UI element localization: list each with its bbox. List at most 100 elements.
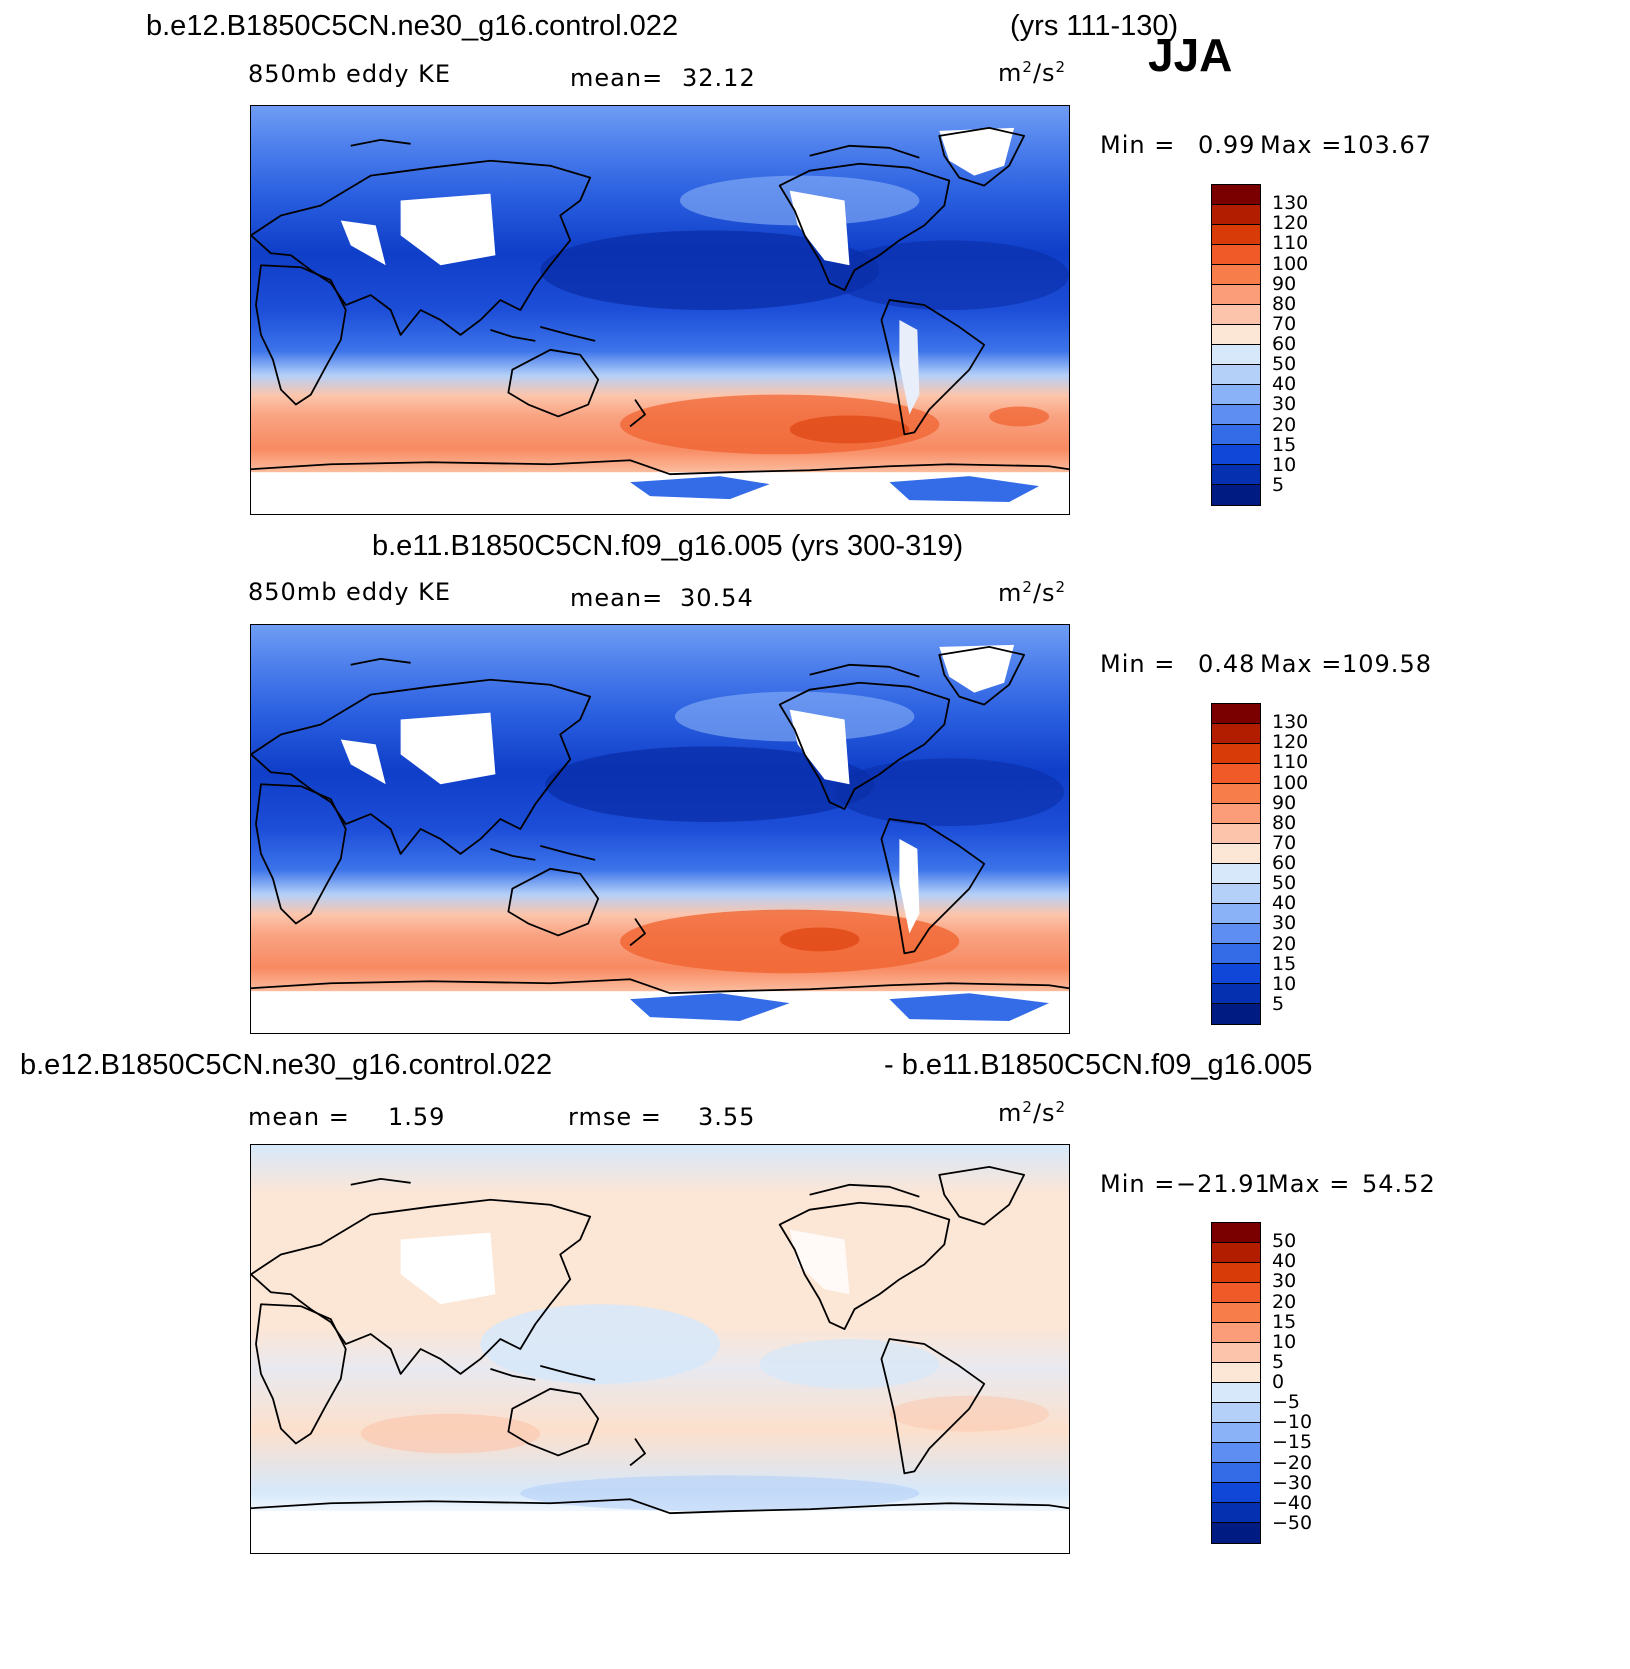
colorbar-tick-label: 80 xyxy=(1272,292,1297,315)
colorbar-tick-label: 70 xyxy=(1272,312,1297,335)
colorbar-tick-label: 5 xyxy=(1272,473,1285,496)
panel1-unit: m2/s2 xyxy=(998,58,1067,87)
colorbar-swatch xyxy=(1212,385,1260,405)
colorbar-tick-label: 120 xyxy=(1272,731,1309,754)
colorbar-tick-label: 30 xyxy=(1272,912,1297,935)
colorbar-tick-label: 110 xyxy=(1272,232,1309,255)
colorbar-tick-label: 0 xyxy=(1272,1371,1285,1393)
panel2-field-name: 850mb eddy KE xyxy=(248,578,452,606)
colorbar-tick-label: 20 xyxy=(1272,413,1297,436)
colorbar-swatch xyxy=(1212,964,1260,984)
colorbar-swatch xyxy=(1212,1463,1260,1483)
panel1-field-name: 850mb eddy KE xyxy=(248,60,452,88)
panel1-colorbar xyxy=(1211,184,1261,506)
colorbar-swatch xyxy=(1212,1383,1260,1403)
colorbar-tick-label: 40 xyxy=(1272,373,1297,396)
colorbar-tick-label: −20 xyxy=(1272,1451,1313,1474)
colorbar-tick-label: 10 xyxy=(1272,972,1297,995)
colorbar-swatch xyxy=(1212,225,1260,245)
colorbar-swatch xyxy=(1212,904,1260,924)
colorbar-swatch xyxy=(1212,405,1260,425)
panel2-colorbar xyxy=(1211,703,1261,1025)
colorbar-swatch xyxy=(1212,365,1260,385)
colorbar-tick-label: 60 xyxy=(1272,333,1297,355)
colorbar-tick-label: 10 xyxy=(1272,1330,1297,1353)
colorbar-swatch xyxy=(1212,425,1260,445)
panel3-mean-label: mean = xyxy=(248,1103,350,1131)
colorbar-tick-label: 50 xyxy=(1272,872,1297,895)
panel3-case-right: - b.e11.B1850C5CN.f09_g16.005 xyxy=(884,1049,1313,1081)
colorbar-tick-label: 70 xyxy=(1272,831,1297,854)
colorbar-swatch xyxy=(1212,1343,1260,1363)
panel2-unit: m2/s2 xyxy=(998,578,1067,607)
colorbar-swatch xyxy=(1212,465,1260,485)
colorbar-tick-label: 5 xyxy=(1272,1350,1285,1373)
colorbar-swatch xyxy=(1212,185,1260,205)
colorbar-tick-label: 60 xyxy=(1272,852,1297,874)
colorbar-swatch xyxy=(1212,844,1260,864)
panel3-rmse-label: rmse = xyxy=(568,1103,662,1131)
colorbar-swatch xyxy=(1212,345,1260,365)
colorbar-swatch xyxy=(1212,724,1260,744)
colorbar-tick-label: 120 xyxy=(1272,212,1309,235)
panel2-map xyxy=(250,624,1070,1034)
season-label: JJA xyxy=(1148,29,1233,81)
panel3-max-value: 54.52 xyxy=(1362,1170,1436,1198)
colorbar-swatch xyxy=(1212,285,1260,305)
panel3-case-left: b.e12.B1850C5CN.ne30_g16.control.022 xyxy=(20,1049,553,1081)
colorbar-swatch xyxy=(1212,1443,1260,1463)
colorbar-swatch xyxy=(1212,924,1260,944)
colorbar-tick-label: 30 xyxy=(1272,1270,1297,1293)
colorbar-tick-label: 100 xyxy=(1272,252,1309,275)
panel2-min-value: 0.48 xyxy=(1198,650,1256,678)
colorbar-tick-label: 90 xyxy=(1272,272,1297,295)
colorbar-swatch xyxy=(1212,485,1260,505)
colorbar-swatch xyxy=(1212,1243,1260,1263)
colorbar-swatch xyxy=(1212,864,1260,884)
colorbar-swatch xyxy=(1212,704,1260,724)
colorbar-tick-label: 15 xyxy=(1272,1310,1297,1333)
colorbar-tick-label: 40 xyxy=(1272,892,1297,915)
colorbar-swatch xyxy=(1212,944,1260,964)
colorbar-swatch xyxy=(1212,245,1260,265)
colorbar-swatch xyxy=(1212,265,1260,285)
colorbar-swatch xyxy=(1212,1263,1260,1283)
colorbar-swatch xyxy=(1212,1423,1260,1443)
colorbar-tick-label: 5 xyxy=(1272,992,1285,1015)
panel3-min-value: −21.91 xyxy=(1176,1170,1271,1198)
panel1-map xyxy=(250,105,1070,515)
colorbar-tick-label: 30 xyxy=(1272,393,1297,416)
panel1-min-label: Min = xyxy=(1100,131,1176,159)
panel2-case-title: b.e11.B1850C5CN.f09_g16.005 (yrs 300-319… xyxy=(372,530,964,562)
colorbar-tick-label: 20 xyxy=(1272,1290,1297,1313)
panel3-min-label: Min = xyxy=(1100,1170,1176,1198)
colorbar-swatch xyxy=(1212,1523,1260,1543)
colorbar-tick-label: −15 xyxy=(1272,1431,1313,1454)
colorbar-swatch xyxy=(1212,1323,1260,1343)
colorbar-tick-label: 20 xyxy=(1272,932,1297,955)
panel1-mean-label: mean= xyxy=(570,64,664,92)
colorbar-tick-label: 10 xyxy=(1272,453,1297,476)
colorbar-swatch xyxy=(1212,784,1260,804)
colorbar-swatch xyxy=(1212,1403,1260,1423)
colorbar-swatch xyxy=(1212,1503,1260,1523)
panel2-max-label: Max = xyxy=(1260,650,1343,678)
colorbar-tick-label: −10 xyxy=(1272,1411,1313,1434)
colorbar-swatch xyxy=(1212,325,1260,345)
colorbar-tick-label: 15 xyxy=(1272,433,1297,456)
panel3-colorbar xyxy=(1211,1222,1261,1544)
colorbar-swatch xyxy=(1212,1223,1260,1243)
colorbar-swatch xyxy=(1212,1483,1260,1503)
panel2-mean-value: 30.54 xyxy=(680,584,754,612)
colorbar-tick-label: −40 xyxy=(1272,1491,1313,1514)
panel1-max-value: 103.67 xyxy=(1342,131,1432,159)
panel3-mean-value: 1.59 xyxy=(388,1103,446,1131)
colorbar-tick-label: 50 xyxy=(1272,1230,1297,1253)
panel1-years: (yrs 111-130) xyxy=(1010,10,1179,42)
colorbar-swatch xyxy=(1212,804,1260,824)
colorbar-swatch xyxy=(1212,1283,1260,1303)
colorbar-swatch xyxy=(1212,305,1260,325)
colorbar-swatch xyxy=(1212,1004,1260,1024)
colorbar-tick-label: 15 xyxy=(1272,952,1297,975)
colorbar-tick-label: −50 xyxy=(1272,1511,1313,1534)
